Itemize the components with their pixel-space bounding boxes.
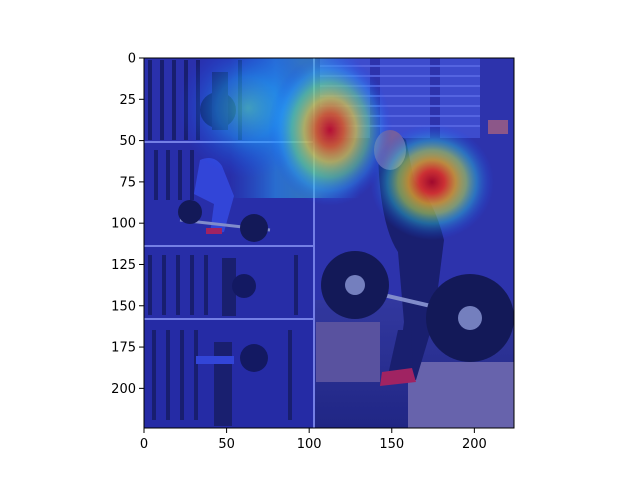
heatmap-image (144, 58, 514, 428)
y-tick-label: 125 (111, 258, 136, 273)
x-tick-label: 200 (462, 437, 487, 452)
x-tick-label: 0 (140, 437, 148, 452)
y-tick-label: 100 (111, 217, 136, 232)
y-tick-label: 50 (119, 134, 136, 149)
left-panel-4 (144, 320, 314, 428)
y-tick-label: 0 (128, 52, 136, 67)
x-tick-label: 100 (297, 437, 322, 452)
y-axis: 0 25 50 75 100 125 150 175 200 (111, 52, 144, 397)
x-tick-label: 150 (379, 437, 404, 452)
left-panel-3 (144, 247, 314, 319)
main-photo-panel (314, 58, 514, 428)
y-tick-label: 150 (111, 299, 136, 314)
y-tick-label: 175 (111, 341, 136, 356)
y-tick-label: 75 (119, 175, 136, 190)
x-axis: 0 50 100 150 200 (140, 428, 487, 452)
axes-frame (143, 57, 515, 429)
x-tick-label: 50 (218, 437, 235, 452)
y-tick-label: 200 (111, 382, 136, 397)
y-tick-label: 25 (119, 93, 136, 108)
